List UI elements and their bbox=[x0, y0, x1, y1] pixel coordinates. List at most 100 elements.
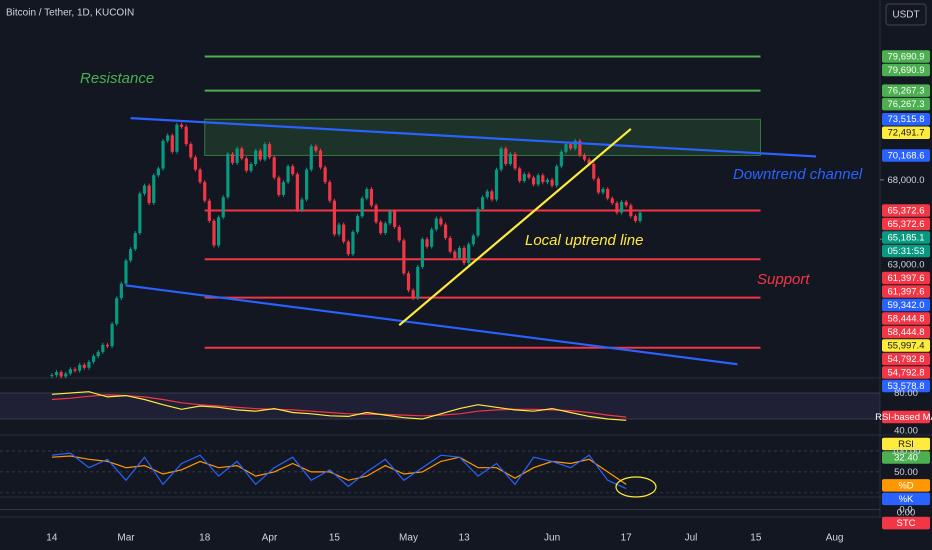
candle bbox=[471, 235, 475, 245]
candle bbox=[105, 344, 110, 347]
candle bbox=[615, 203, 619, 213]
candle bbox=[305, 169, 309, 200]
indicator-line bbox=[51, 391, 627, 421]
x-tick-label: Apr bbox=[262, 533, 278, 544]
candle bbox=[555, 166, 559, 186]
x-tick-label: Jul bbox=[685, 533, 698, 544]
candle bbox=[300, 199, 304, 211]
candle bbox=[193, 157, 198, 170]
candle bbox=[332, 200, 336, 235]
candle bbox=[207, 200, 211, 221]
price-label: 65,185.1 bbox=[888, 232, 925, 243]
candle bbox=[360, 198, 364, 217]
candle bbox=[82, 364, 86, 368]
candle bbox=[490, 191, 494, 200]
candle bbox=[619, 201, 624, 213]
candle bbox=[68, 369, 72, 374]
candle bbox=[291, 166, 295, 175]
candle bbox=[383, 223, 387, 234]
candle bbox=[582, 155, 587, 160]
candle bbox=[87, 361, 91, 368]
candle bbox=[522, 174, 526, 181]
price-label-box bbox=[882, 492, 930, 506]
candle bbox=[342, 224, 346, 242]
candle bbox=[54, 372, 59, 376]
currency-button[interactable] bbox=[885, 3, 927, 26]
x-tick-label: 18 bbox=[199, 533, 211, 544]
candle bbox=[50, 375, 54, 377]
candle bbox=[189, 144, 193, 158]
trend-line bbox=[130, 117, 817, 158]
candle bbox=[462, 247, 466, 264]
x-tick-label: May bbox=[399, 533, 418, 544]
candle bbox=[217, 217, 221, 246]
candle bbox=[606, 189, 610, 199]
candle bbox=[434, 218, 438, 230]
price-label: 63,000.0 bbox=[888, 259, 925, 270]
price-label: 05:31:53 bbox=[888, 246, 925, 257]
candle bbox=[485, 191, 489, 198]
price-label: 61,397.6 bbox=[888, 286, 925, 297]
price-label: 55,997.4 bbox=[888, 340, 925, 351]
candle bbox=[439, 218, 443, 225]
trend-line bbox=[125, 284, 738, 366]
candle bbox=[166, 135, 170, 141]
candle bbox=[244, 158, 248, 171]
price-label: 61,397.6 bbox=[888, 273, 925, 284]
price-label-box bbox=[882, 84, 930, 97]
candle bbox=[170, 135, 174, 152]
candle bbox=[175, 124, 179, 152]
x-tick-label: Jun bbox=[544, 533, 560, 544]
price-label: 68,000.0 bbox=[888, 175, 925, 186]
indicator-line bbox=[51, 394, 627, 418]
candle bbox=[559, 151, 563, 167]
candle bbox=[624, 201, 628, 206]
candle bbox=[629, 205, 633, 217]
candle bbox=[318, 150, 323, 168]
candle bbox=[226, 153, 230, 198]
price-label-box bbox=[882, 204, 930, 217]
price-label: 0.00 bbox=[897, 507, 916, 518]
candle bbox=[601, 189, 605, 193]
x-tick-label: 15 bbox=[750, 533, 762, 544]
price-label-box bbox=[882, 410, 930, 424]
currency-label[interactable]: USDT bbox=[892, 10, 919, 21]
price-label-box bbox=[882, 339, 930, 352]
candle bbox=[119, 283, 123, 299]
candle bbox=[96, 351, 100, 357]
candle bbox=[545, 179, 550, 183]
price-label: 32.40 bbox=[894, 453, 918, 464]
candle bbox=[59, 372, 63, 377]
price-label: 65,372.6 bbox=[888, 219, 925, 230]
price-label: 76,267.3 bbox=[888, 99, 925, 110]
candle bbox=[397, 226, 401, 241]
price-label-box bbox=[882, 126, 930, 139]
candle bbox=[564, 144, 568, 152]
candle bbox=[638, 212, 642, 221]
price-label: 54,792.8 bbox=[888, 367, 925, 378]
candle bbox=[314, 146, 318, 151]
candle bbox=[309, 146, 313, 170]
price-label-box bbox=[882, 437, 930, 451]
candle bbox=[64, 373, 68, 377]
price-label: 0.0 bbox=[899, 505, 912, 516]
candle bbox=[355, 216, 360, 232]
candle bbox=[198, 169, 202, 183]
candle bbox=[138, 193, 142, 234]
candle bbox=[73, 369, 77, 371]
price-label-box bbox=[882, 271, 930, 285]
price-label: 70,168.6 bbox=[888, 150, 925, 161]
indicator-line bbox=[51, 455, 627, 485]
candle bbox=[156, 168, 160, 176]
price-label: RSI-based MA bbox=[875, 412, 932, 423]
candle bbox=[513, 153, 517, 169]
candle bbox=[249, 164, 253, 171]
price-label: 79,690.9 bbox=[888, 65, 925, 76]
x-tick-label: 14 bbox=[46, 533, 58, 544]
candle bbox=[374, 205, 378, 223]
candle bbox=[443, 224, 448, 238]
price-label-box bbox=[882, 451, 930, 464]
candle bbox=[494, 169, 499, 200]
price-label-box bbox=[882, 379, 930, 393]
